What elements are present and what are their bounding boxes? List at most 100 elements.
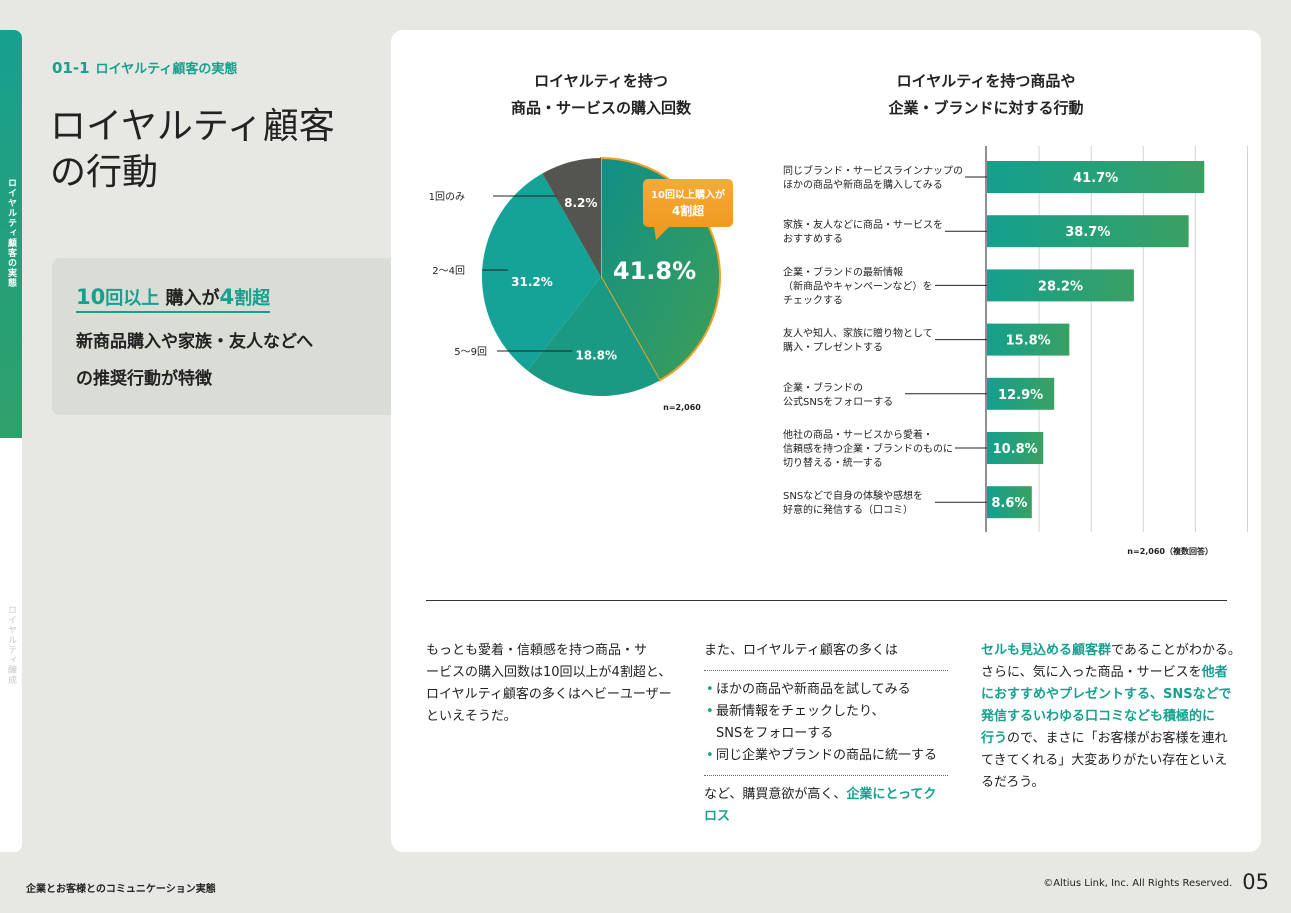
page-title-line1: ロイヤルティ顧客 xyxy=(50,106,335,147)
headline-text1: 回以上 xyxy=(105,288,160,309)
bar-category-label: 家族・友人などに商品・サービスを xyxy=(783,218,943,231)
bar-category-label: 他社の商品・サービスから愛着・ xyxy=(783,428,933,441)
summary-box: 10回以上 購入が4割超 新商品購入や家族・友人などへ の推奨行動が特徴 xyxy=(52,258,392,415)
pie-title-line2: 商品・サービスの購入回数 xyxy=(510,99,691,117)
side-tab-strip: ロイヤルティ顧客の実態 ロイヤルティ醸成 xyxy=(0,30,22,852)
bar-value-label: 41.7% xyxy=(1073,171,1118,186)
headline-num1: 10 xyxy=(76,285,106,309)
bar-category-label: 購入・プレゼントする xyxy=(783,341,883,354)
col3-line: 発信するいわゆる口コミなども積極的に xyxy=(981,709,1216,724)
page-number: 05 xyxy=(1242,870,1269,894)
bar xyxy=(987,432,1044,464)
bar-value-label: 12.9% xyxy=(998,388,1043,403)
side-tab-active[interactable] xyxy=(0,30,22,438)
col1-line: もっとも愛着・信頼感を持つ商品・サ xyxy=(426,643,648,658)
col3-line: におすすめやプレゼントする、SNSなどで xyxy=(981,687,1232,702)
body-column-2: また、ロイヤルティ顧客の多くは ほかの商品や新商品を試してみる 最新情報をチェッ… xyxy=(704,640,948,828)
pie-slice xyxy=(542,158,601,277)
summary-line2: の推奨行動が特徴 xyxy=(76,369,212,389)
col2-bullet: ほかの商品や新商品を試してみる xyxy=(704,679,948,701)
headline-num2: 4 xyxy=(219,285,235,309)
bar-category-label: 公式SNSをフォローする xyxy=(783,395,893,408)
bar xyxy=(987,486,1032,519)
pie-value-label: 41.8% xyxy=(613,257,696,285)
bar-category-label: おすすめする xyxy=(783,233,843,245)
pie-value-label: 8.2% xyxy=(564,196,597,210)
col3-line: てきてくれる」大変ありがたい存在といえ xyxy=(981,753,1228,768)
pie-note: n=2,060 xyxy=(663,403,701,412)
bar-category-label: チェックする xyxy=(783,294,843,306)
col2-bullet: 同じ企業やブランドの商品に統一する xyxy=(704,745,948,767)
bar xyxy=(987,377,1055,410)
bar-note: n=2,060（複数回答） xyxy=(1127,546,1213,556)
bar-value-label: 15.8% xyxy=(1006,334,1051,349)
col3-line: さらに、気に入った商品・サービスを他者 xyxy=(981,665,1228,680)
bar-category-label: （新商品やキャンペーンなど）を xyxy=(783,279,933,292)
col1-line: ービスの購入回数は10回以上が4割超と、 xyxy=(426,665,672,680)
pie-callout-line1: 10回以上購入が xyxy=(651,188,726,201)
bar-category-label: 同じブランド・サービスラインナップの xyxy=(783,164,963,177)
section-label: ロイヤルティ顧客の実態 xyxy=(95,62,238,77)
pie-chart: 41.8% 18.8% 31.2% 8.2% 5〜9回 2〜4回 1回のみ 10回以上購入… xyxy=(429,156,733,412)
dotted-divider xyxy=(704,670,948,671)
bar-category-label: 好意的に発信する（口コミ） xyxy=(783,503,913,516)
side-tab-inactive-label[interactable]: ロイヤルティ醸成 xyxy=(6,605,16,685)
page-title-line2: の行動 xyxy=(50,152,159,193)
summary-headline: 10回以上 購入が4割超 xyxy=(76,284,271,313)
bar-category-label: 企業・ブランドの xyxy=(783,381,863,394)
pie-category-label: 1回のみ xyxy=(429,191,465,203)
bar-category-label: 友人や知人、家族に贈り物として xyxy=(783,327,933,340)
bar-title-line1: ロイヤルティを持つ商品や xyxy=(896,72,1076,90)
pie-slice xyxy=(482,173,601,371)
col3-line: 行うので、まさに「お客様がお客様を連れ xyxy=(981,731,1228,746)
body-column-3: セルも見込める顧客群であることがわかる。 さらに、気に入った商品・サービスを他者… xyxy=(981,640,1241,794)
copyright: ©Altius Link, Inc. All Rights Reserved. xyxy=(1043,878,1233,889)
headline-text3: 割超 xyxy=(234,288,271,309)
bar-category-label: ほかの商品や新商品を購入してみる xyxy=(783,178,943,191)
bar-category-label: 企業・ブランドの最新情報 xyxy=(783,265,903,278)
pie-callout-box xyxy=(643,179,733,227)
pie-chart-title: ロイヤルティを持つ 商品・サービスの購入回数 xyxy=(461,68,741,122)
pie-slice xyxy=(527,277,660,397)
col2-intro: また、ロイヤルティ顧客の多くは xyxy=(704,643,898,658)
pie-value-label: 18.8% xyxy=(575,349,617,363)
pie-title-line1: ロイヤルティを持つ xyxy=(534,72,668,90)
bar-category-label: SNSなどで自身の体験や感想を xyxy=(783,489,923,502)
pie-callout-line2: 4割超 xyxy=(672,203,705,218)
bar xyxy=(987,269,1134,302)
col2-outro-highlight: 企業にとってクロス xyxy=(704,787,937,824)
bar-value-label: 10.8% xyxy=(993,442,1038,457)
bar-value-label: 28.2% xyxy=(1038,279,1083,294)
headline-text2: 購入が xyxy=(165,288,220,309)
bar-value-label: 8.6% xyxy=(991,496,1027,511)
bar xyxy=(987,161,1205,193)
footer-right: ©Altius Link, Inc. All Rights Reserved. 0… xyxy=(1043,870,1269,894)
col1-line: といえそうだ。 xyxy=(426,709,517,724)
side-tab-active-label[interactable]: ロイヤルティ顧客の実態 xyxy=(6,178,16,288)
section-divider xyxy=(426,600,1227,601)
pie-category-label: 2〜4回 xyxy=(432,265,465,277)
col1-line: ロイヤルティ顧客の多くはヘビーユーザー xyxy=(426,687,672,702)
pie-category-label: 5〜9回 xyxy=(454,346,487,358)
section-number: 01-1 xyxy=(52,59,90,77)
bar-value-label: 38.7% xyxy=(1065,225,1110,240)
pie-callout-tail xyxy=(654,226,670,240)
bar xyxy=(987,323,1070,356)
dotted-divider xyxy=(704,775,948,776)
bar-category-label: 切り替える・統一する xyxy=(783,456,883,469)
bar xyxy=(987,215,1189,248)
body-column-1: もっとも愛着・信頼感を持つ商品・サ ービスの購入回数は10回以上が4割超と、 ロ… xyxy=(426,640,676,728)
col3-line: セルも見込める顧客群であることがわかる。 xyxy=(981,643,1241,658)
content-card: ロイヤルティを持つ 商品・サービスの購入回数 ロイヤルティを持つ商品や 企業・ブ… xyxy=(391,30,1261,852)
bar-title-line2: 企業・ブランドに対する行動 xyxy=(888,99,1084,117)
bar-chart-title: ロイヤルティを持つ商品や 企業・ブランドに対する行動 xyxy=(851,68,1121,122)
pie-value-label: 31.2% xyxy=(511,275,553,289)
summary-text: 新商品購入や家族・友人などへ の推奨行動が特徴 xyxy=(76,324,313,398)
footer-title: 企業とお客様とのコミュニケーション実態 xyxy=(26,884,216,895)
col3-line: るだろう。 xyxy=(981,775,1045,790)
page-title: ロイヤルティ顧客 の行動 xyxy=(50,104,335,196)
summary-line1: 新商品購入や家族・友人などへ xyxy=(76,332,314,352)
col2-outro: など、購買意欲が高く、企業にとってクロス xyxy=(704,787,937,824)
col2-bullet: 最新情報をチェックしたり、SNSをフォローする xyxy=(704,701,948,745)
